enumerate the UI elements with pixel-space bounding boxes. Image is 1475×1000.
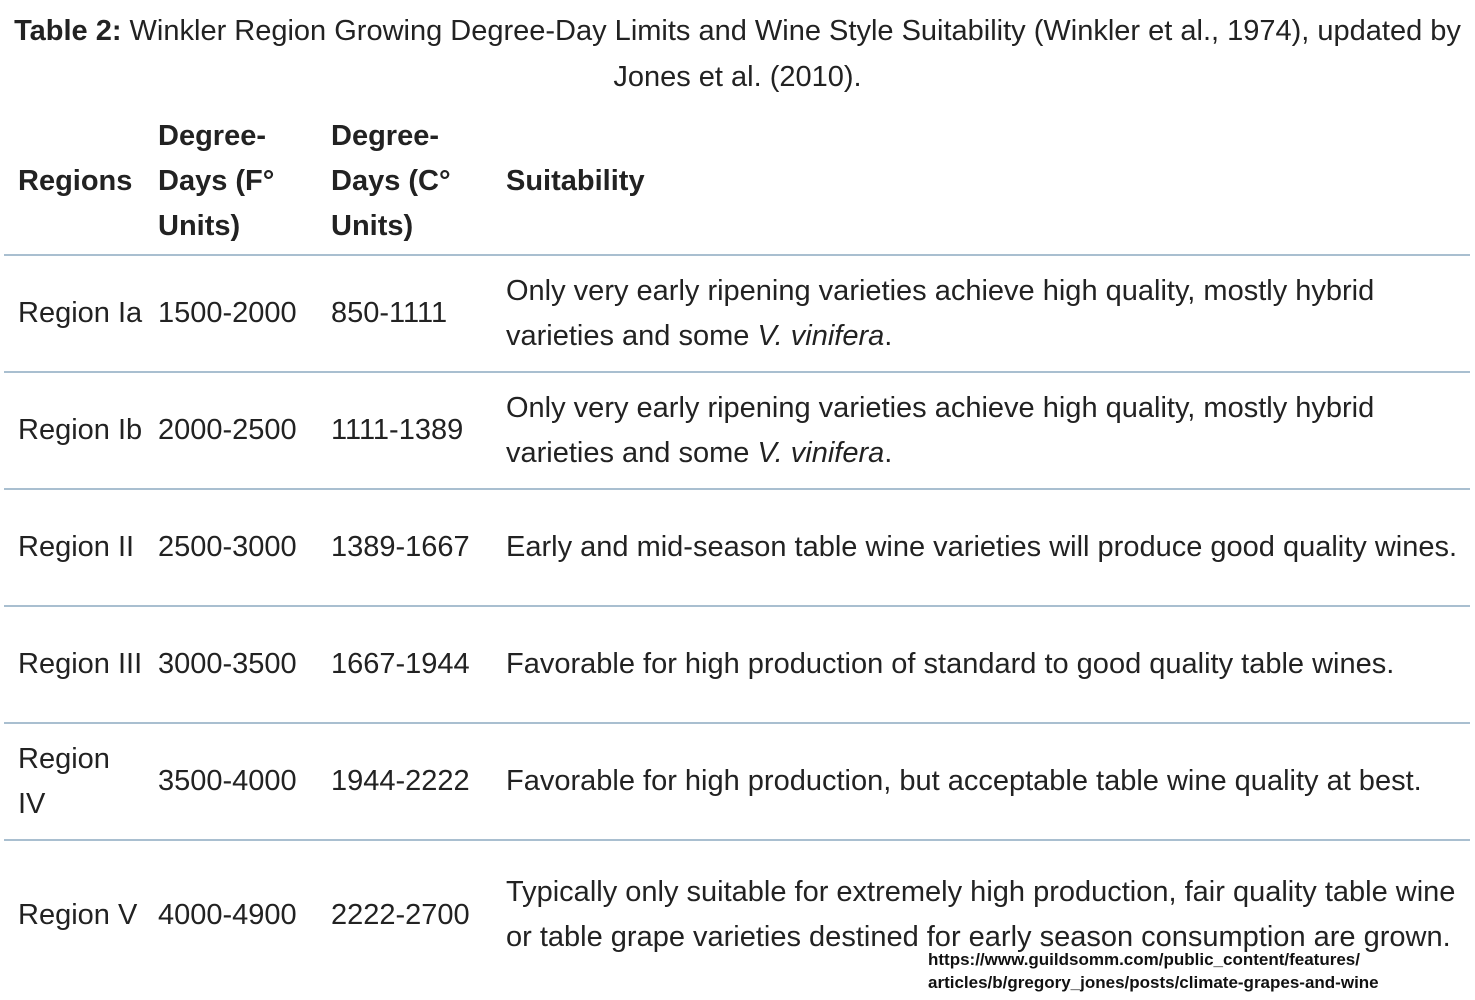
source-url-line-2: articles/b/gregory_jones/posts/climate-g…: [928, 973, 1379, 992]
cell-region: Region Ib: [4, 372, 144, 490]
source-url-line-1: https://www.guildsomm.com/public_content…: [928, 950, 1360, 969]
suitability-text: Typically only suitable for extremely hi…: [506, 876, 1456, 953]
header-suitability: Suitability: [492, 108, 1470, 256]
caption-label: Table 2:: [14, 15, 122, 47]
cell-suitability: Only very early ripening varieties achie…: [492, 255, 1470, 373]
cell-degree-days-f: 4000-4900: [158, 898, 297, 931]
suitability-end: .: [884, 436, 893, 469]
suitability-text: Early and mid-season table wine varietie…: [506, 531, 1458, 563]
suitability-text: Favorable for high production of standar…: [506, 648, 1395, 680]
cell-degree-days-f: 3500-4000: [144, 723, 317, 841]
cell-degree-days-c: 1944-2222: [317, 723, 492, 841]
header-degree-days-c: Degree-Days (C° Units): [317, 108, 492, 256]
cell-degree-days-c: 1667-1944: [317, 606, 492, 724]
cell-degree-days-f: 2500-3000: [144, 489, 317, 607]
cell-degree-days-f: 2000-2500: [144, 372, 317, 490]
suitability-text: Only very early ripening varieties achie…: [506, 391, 1375, 469]
header-row: Regions Degree-Days (F° Units) Degree-Da…: [4, 108, 1470, 256]
table-row: Region Ia 1500-2000 850-1111 Only very e…: [4, 255, 1470, 373]
cell-region: Region IV: [4, 723, 144, 841]
cell-degree-days-c: 1389-1667: [317, 489, 492, 607]
suitability-end: .: [884, 319, 893, 352]
suitability-text: Only very early ripening varieties achie…: [506, 274, 1375, 352]
header-regions: Regions: [4, 108, 144, 256]
cell-degree-days-c: 1111-1389: [317, 372, 492, 490]
table-row: Region III 3000-3500 1667-1944 Favorable…: [4, 606, 1470, 724]
winkler-table: Regions Degree-Days (F° Units) Degree-Da…: [4, 108, 1470, 989]
cell-region: Region III: [4, 606, 144, 724]
cell-suitability: Favorable for high production, but accep…: [492, 723, 1470, 841]
header-degree-days-f: Degree-Days (F° Units): [144, 108, 317, 256]
caption-text: Winkler Region Growing Degree-Day Limits…: [121, 15, 1461, 93]
table-row: Region IV 3500-4000 1944-2222 Favorable …: [4, 723, 1470, 841]
cell-region: Region Ia: [4, 255, 144, 373]
cell-degree-days-f: 1500-2000: [144, 255, 317, 373]
cell-suitability: Only very early ripening varieties achie…: [492, 372, 1470, 490]
suitability-italic: V. vinifera: [757, 436, 885, 469]
cell-suitability: Typically only suitable for extremely hi…: [492, 840, 1470, 989]
suitability-italic: V. vinifera: [757, 319, 885, 352]
cell-degree-days-c: 850-1111: [317, 255, 492, 373]
cell-suitability: Favorable for high production of standar…: [492, 606, 1470, 724]
table-row: Region Ib 2000-2500 1111-1389 Only very …: [4, 372, 1470, 490]
table-caption: Table 2: Winkler Region Growing Degree-D…: [0, 8, 1475, 100]
cell-region: Region II: [4, 489, 144, 607]
suitability-text: Favorable for high production, but accep…: [506, 765, 1422, 797]
source-url[interactable]: https://www.guildsomm.com/public_content…: [928, 948, 1468, 994]
table-row: Region II 2500-3000 1389-1667 Early and …: [4, 489, 1470, 607]
cell-degree-days-f: 3000-3500: [144, 606, 317, 724]
cell-suitability: Early and mid-season table wine varietie…: [492, 489, 1470, 607]
cell-region: Region V: [18, 898, 138, 931]
table-row: Region V 4000-4900 2222-2700 Typically o…: [4, 840, 1470, 989]
cell-degree-days-c: 2222-2700: [331, 898, 470, 931]
